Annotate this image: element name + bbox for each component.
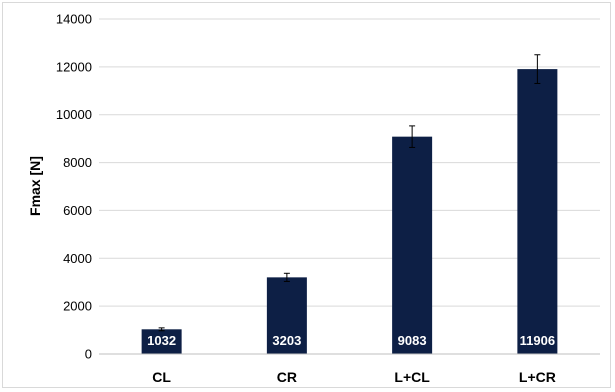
bars [141, 69, 558, 354]
x-category-label: CR [277, 369, 297, 385]
x-category-label: L+CL [394, 369, 430, 385]
y-tick-label: 4000 [63, 251, 92, 266]
data-label: 9083 [398, 333, 427, 348]
data-label: 1032 [147, 333, 176, 348]
data-label: 11906 [520, 333, 555, 348]
y-tick-label: 10000 [56, 107, 92, 122]
x-category-label: CL [152, 369, 171, 385]
gridlines [99, 18, 600, 307]
bar-l-cr [517, 69, 558, 354]
y-tick-label: 6000 [63, 203, 92, 218]
bar-cl [141, 329, 182, 354]
y-tick-label: 2000 [63, 299, 92, 314]
y-tick-label: 14000 [56, 12, 92, 27]
bar-cr [266, 277, 307, 354]
bar-l-cl [392, 136, 433, 354]
y-axis-label: Fmax [N] [27, 156, 43, 216]
y-tick-label: 12000 [56, 59, 92, 74]
x-category-label: L+CR [519, 369, 556, 385]
y-tick-labels: 0 2000 4000 6000 8000 10000 12000 14000 [56, 12, 92, 362]
data-label: 3203 [272, 333, 301, 348]
error-bars [158, 54, 541, 332]
y-tick-label: 0 [85, 347, 92, 362]
x-category-labels: CL CR L+CL L+CR [152, 369, 556, 385]
data-labels: 1032 3203 9083 11906 [147, 333, 555, 348]
y-tick-label: 8000 [63, 155, 92, 170]
